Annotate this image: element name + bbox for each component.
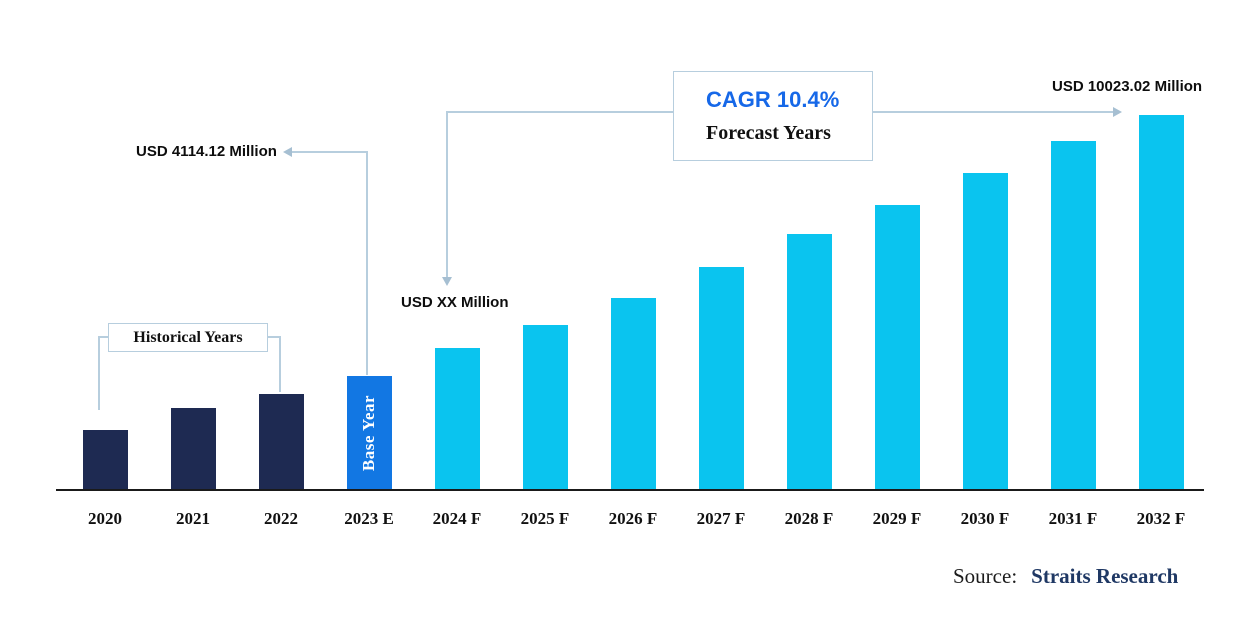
historical-bracket-left-vertical (98, 336, 100, 410)
bar-2023-e (346, 376, 392, 490)
historical-years-box: Historical Years (108, 323, 268, 352)
axis-label-2028-f: 2028 F (784, 509, 834, 528)
historical-years-label: Historical Years (133, 328, 243, 346)
bar-2030-f (962, 173, 1008, 490)
source-brand: Straits Research (1031, 564, 1179, 588)
arrowhead-down-icon (442, 277, 452, 286)
historical-bracket-right-horizontal (268, 336, 281, 338)
base-year-callout-vertical (366, 151, 368, 375)
bar-2025-f (522, 325, 568, 490)
x-axis-line (56, 489, 1204, 491)
bar-2021 (170, 408, 216, 490)
bar-2020 (82, 430, 128, 490)
base-year-overlay: Base Year (346, 378, 391, 488)
source-label: Source: (953, 564, 1018, 588)
axis-label-2026-f: 2026 F (608, 509, 658, 528)
source-row: Source: Straits Research (953, 564, 1178, 589)
bar-2027-f (698, 267, 744, 490)
bar-2028-f (786, 234, 832, 490)
historical-bracket-right-vertical (279, 336, 281, 392)
axis-label-2024-f: 2024 F (432, 509, 482, 528)
base-year-callout-horizontal (292, 151, 368, 153)
bar-2031-f (1050, 141, 1096, 490)
forecast-value-label: USD XX Million (401, 294, 509, 311)
axis-label-2032-f: 2032 F (1136, 509, 1186, 528)
bar-2022 (258, 394, 304, 490)
base-year-label: Base Year (358, 394, 378, 472)
bar-2024-f (434, 348, 480, 490)
final-year-value-label: USD 10023.02 Million (1052, 78, 1203, 95)
axis-label-2025-f: 2025 F (520, 509, 570, 528)
bar-2026-f (610, 298, 656, 490)
axis-label-2022: 2022 (264, 509, 298, 528)
cagr-box: CAGR 10.4% Forecast Years (673, 71, 873, 161)
cagr-callout-right-horizontal (873, 111, 1113, 113)
cagr-callout-left-horizontal (447, 111, 673, 113)
axis-label-2023-e: 2023 E (344, 509, 394, 528)
axis-label-2020: 2020 (88, 509, 122, 528)
bar-2032-f (1138, 115, 1184, 490)
axis-label-2021: 2021 (176, 509, 210, 528)
arrowhead-left-icon (283, 147, 292, 157)
cagr-value: CAGR 10.4% (706, 87, 840, 112)
cagr-callout-left-vertical (446, 111, 448, 277)
base-year-value-label: USD 4114.12 Million (136, 143, 277, 160)
historical-bracket-left-horizontal (98, 336, 108, 338)
axis-label-2027-f: 2027 F (696, 509, 746, 528)
axis-label-2029-f: 2029 F (872, 509, 922, 528)
arrowhead-right-icon (1113, 107, 1122, 117)
forecast-years-label: Forecast Years (706, 122, 831, 144)
axis-label-2030-f: 2030 F (960, 509, 1010, 528)
axis-label-2031-f: 2031 F (1048, 509, 1098, 528)
bar-2029-f (874, 205, 920, 490)
